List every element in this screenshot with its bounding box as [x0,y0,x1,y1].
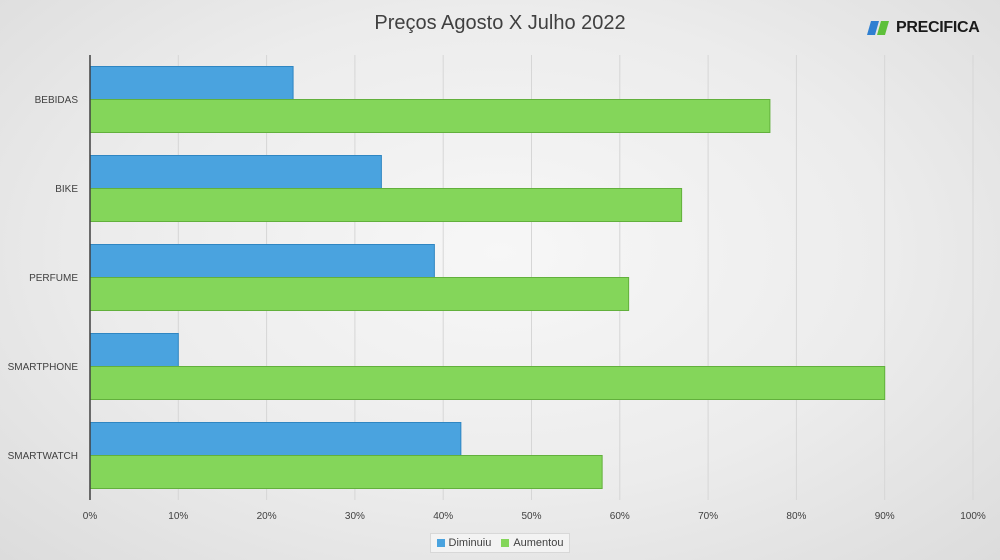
category-label-perfume: PERFUME [29,273,78,284]
legend-item-diminuiu: Diminuiu [436,537,492,549]
legend-box: Diminuiu Aumentou [429,533,571,553]
x-tick-label: 60% [610,511,630,522]
bar-diminuiu-smartwatch [89,422,462,456]
x-tick-label: 30% [345,511,365,522]
legend-swatch-aumentou [501,539,510,547]
logo-icon [867,21,889,35]
bar-diminuiu-bike [89,155,382,189]
x-tick-label: 80% [786,511,806,522]
bar-aumentou-bebidas [89,99,771,133]
brand-logo: PRECIFICA [866,16,980,40]
x-tick-label: 10% [168,511,188,522]
x-tick-label: 50% [521,511,541,522]
legend-label-aumentou: Aumentou [513,537,564,549]
bar-diminuiu-bebidas [89,66,294,100]
category-label-bebidas: BEBIDAS [35,95,79,106]
x-tick-labels: 0% 10% 20% 30% 40% 50% 60% 70% 80% 90% 100% [83,511,986,522]
bars [89,66,886,489]
brand-name: PRECIFICA [896,19,980,36]
bar-diminuiu-smartphone [89,333,179,367]
x-tick-label: 70% [698,511,718,522]
category-label-smartwatch: SMARTWATCH [8,451,78,462]
bar-aumentou-smartwatch [89,455,603,489]
bar-aumentou-smartphone [89,366,886,400]
category-label-bike: BIKE [55,184,78,195]
legend-label-diminuiu: Diminuiu [448,537,492,549]
category-labels: BEBIDAS BIKE PERFUME SMARTPHONE SMARTWATCH [8,95,79,462]
bar-aumentou-bike [89,188,683,222]
x-tick-label: 40% [433,511,453,522]
x-tick-label: 20% [257,511,277,522]
legend: Diminuiu Aumentou [0,533,1000,553]
bar-diminuiu-perfume [89,244,435,278]
chart-title: Preços Agosto X Julho 2022 [374,12,626,34]
x-tick-label: 90% [875,511,895,522]
category-label-smartphone: SMARTPHONE [8,362,79,373]
x-tick-label: 100% [960,511,986,522]
x-tick-label: 0% [83,511,98,522]
legend-swatch-diminuiu [436,539,445,547]
legend-item-aumentou: Aumentou [501,537,563,549]
bar-aumentou-perfume [89,277,630,311]
